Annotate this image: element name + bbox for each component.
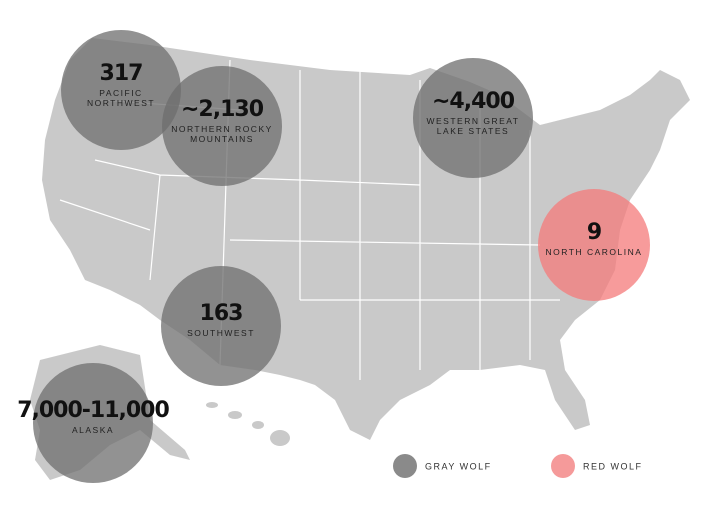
region-circle: [413, 58, 533, 178]
region-circle: [162, 66, 282, 186]
legend-label: GRAY WOLF: [425, 461, 492, 471]
region-label: WESTERN GREAT: [426, 116, 519, 126]
region-circle: [161, 266, 281, 386]
region-circle: [538, 189, 650, 301]
legend-label: RED WOLF: [583, 461, 643, 471]
region-count: 9: [587, 220, 601, 245]
region-count: 317: [100, 61, 143, 86]
region-label: NORTH CAROLINA: [546, 247, 643, 257]
region-label: NORTHERN ROCKY: [171, 124, 273, 134]
region-count: ~2,130: [181, 97, 264, 122]
legend-swatch: [393, 454, 417, 478]
region-label: MOUNTAINS: [190, 134, 254, 144]
region-circle: [33, 363, 153, 483]
region-circle: [61, 30, 181, 150]
region-count: 7,000-11,000: [17, 398, 169, 423]
legend: GRAY WOLF RED WOLF: [393, 454, 643, 478]
region-count: ~4,400: [432, 89, 515, 114]
region-count: 163: [200, 301, 243, 326]
region-label: ALASKA: [72, 425, 114, 435]
region-label: PACIFIC: [99, 88, 142, 98]
legend-swatch: [551, 454, 575, 478]
region-label: SOUTHWEST: [187, 328, 255, 338]
region-label: LAKE STATES: [437, 126, 509, 136]
region-label: NORTHWEST: [87, 98, 155, 108]
